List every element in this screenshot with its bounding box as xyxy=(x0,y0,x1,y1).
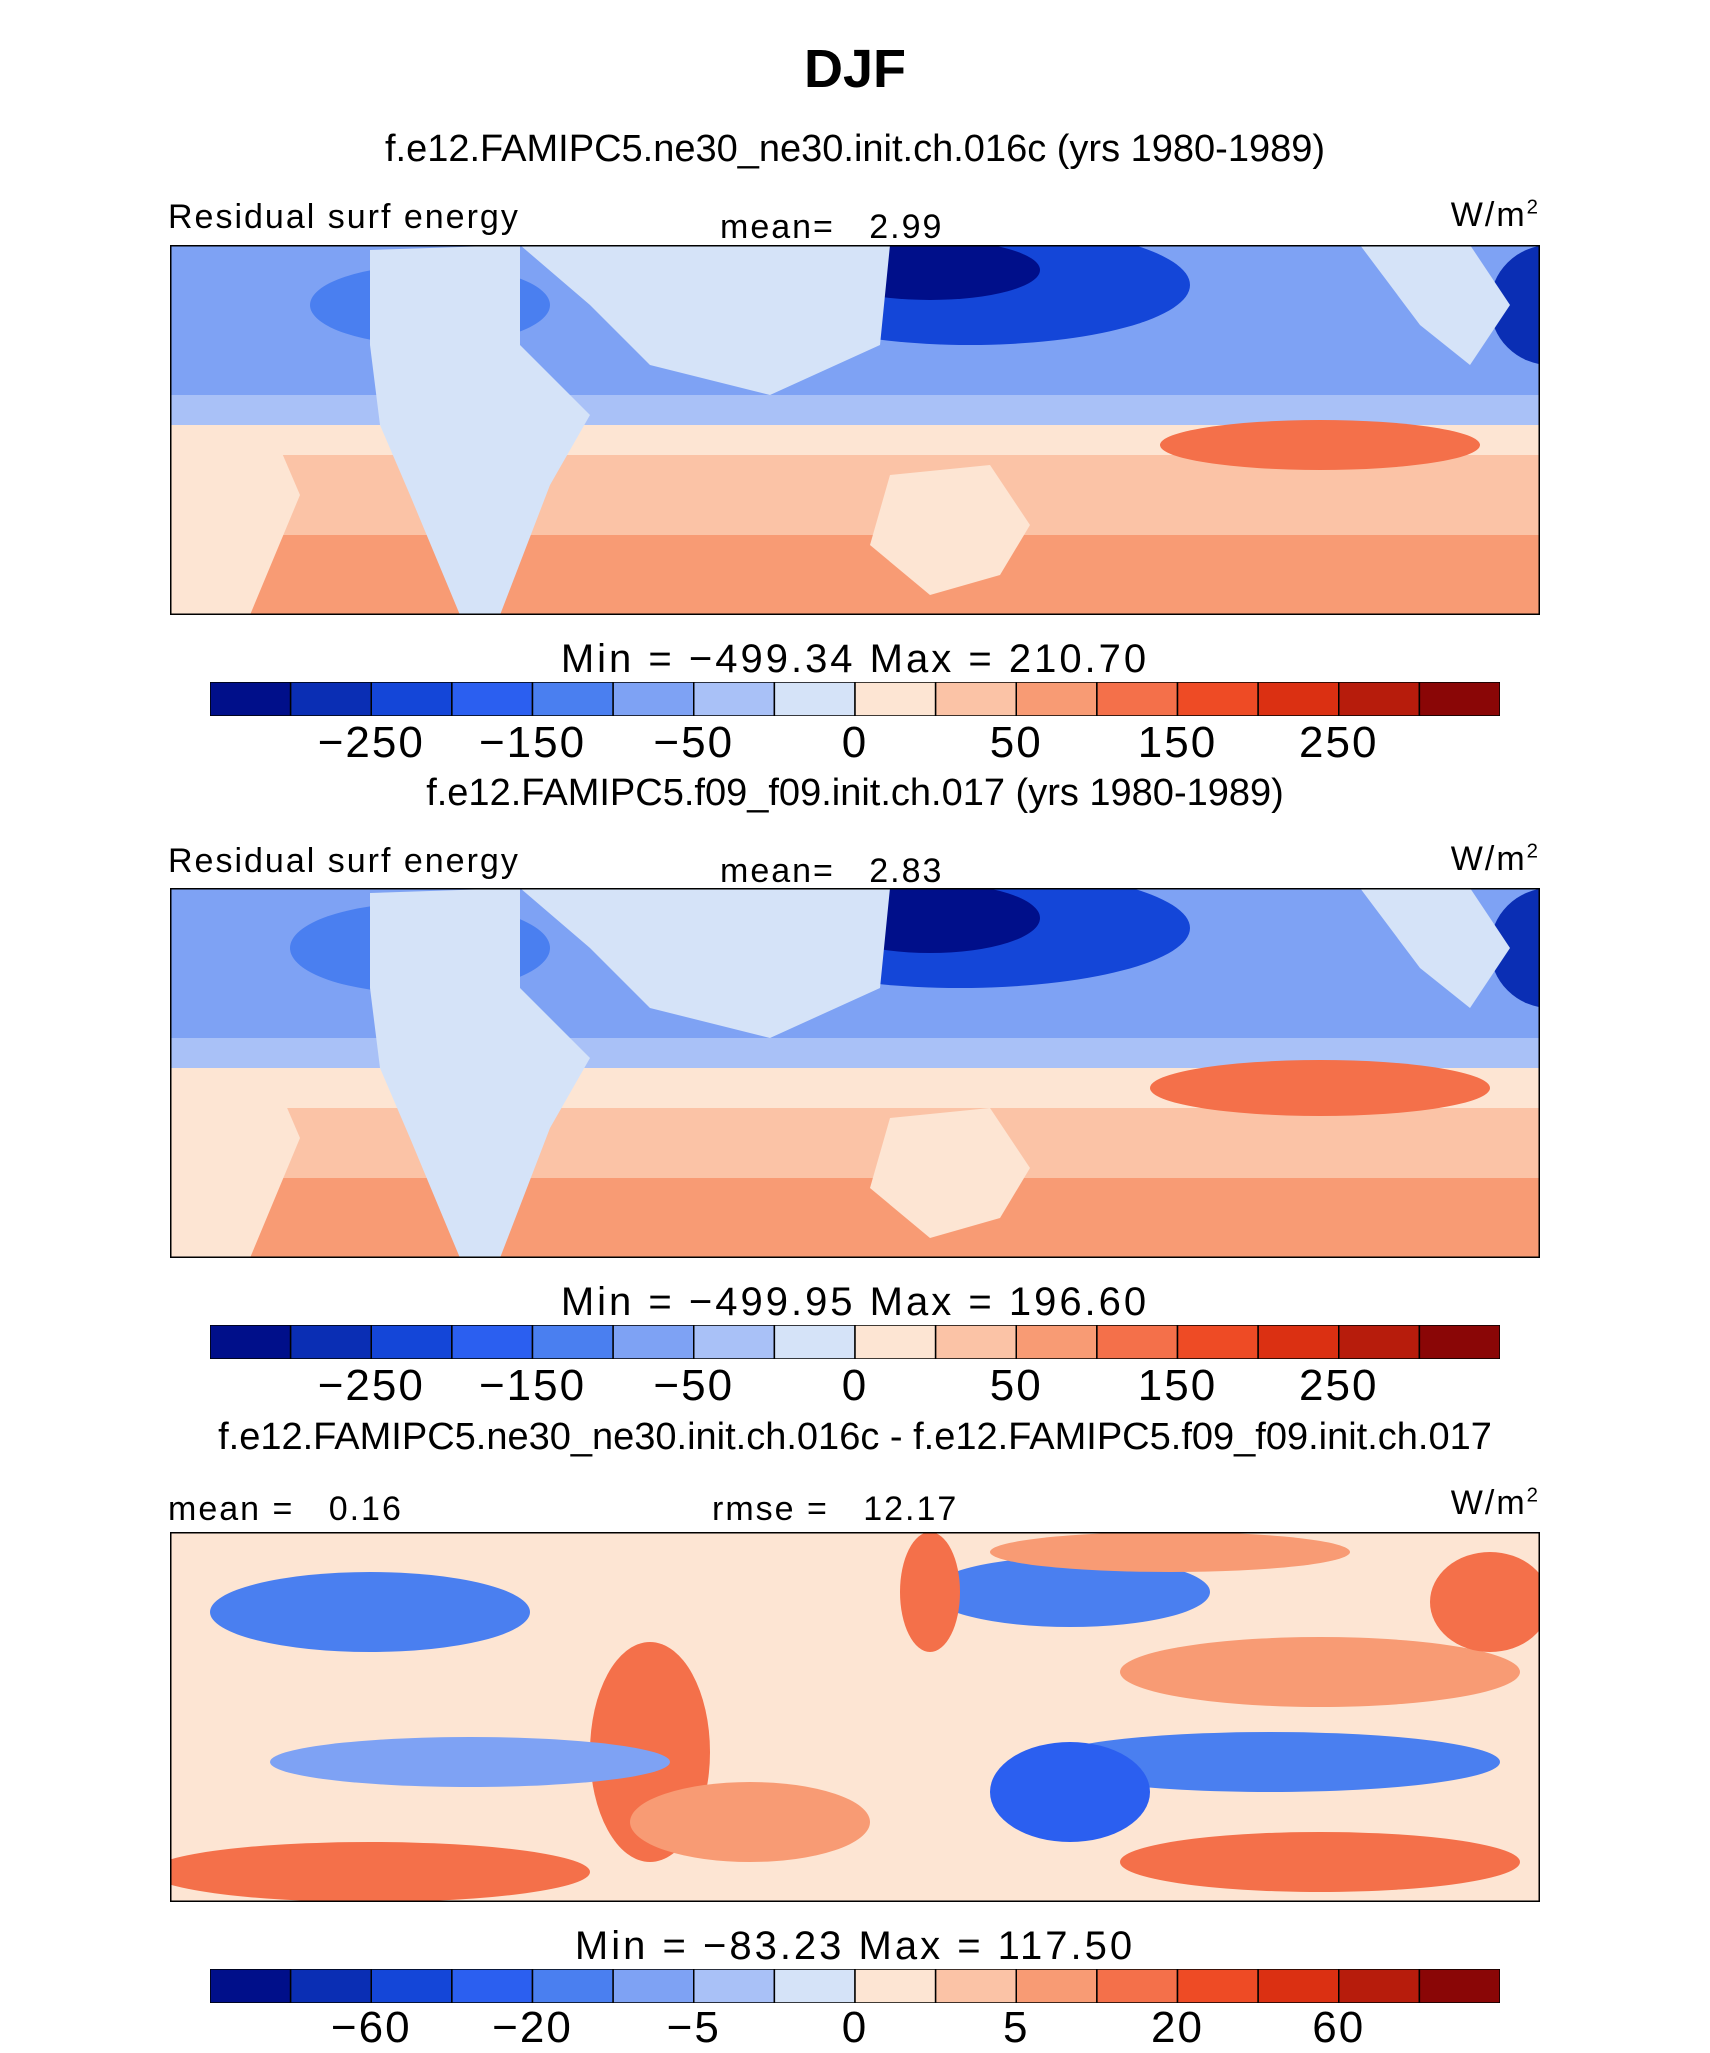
panel-1-colorbar-ticks: −250 −150 −50 0 50 150 250 xyxy=(210,718,1500,768)
colorbar-tick-label: −150 xyxy=(478,1361,587,1410)
colorbar-box-7 xyxy=(693,1969,776,2003)
panel-2-units-label: W/m2 xyxy=(1450,840,1540,878)
colorbar-box-6 xyxy=(612,1325,695,1359)
colorbar-box-3 xyxy=(370,1969,453,2003)
colorbar-tick-label: −150 xyxy=(478,718,587,767)
colorbar-tick-label: −250 xyxy=(317,1361,425,1410)
panel-1-mean-label: mean= 2.99 xyxy=(720,208,944,246)
colorbar-box-8 xyxy=(773,682,856,716)
colorbar-box-12 xyxy=(1096,1325,1179,1359)
colorbar-box-10 xyxy=(934,682,1018,716)
colorbar-box-15 xyxy=(1338,1325,1421,1359)
panel-2-min-max: Min = −499.95 Max = 196.60 xyxy=(560,1280,1150,1324)
panel-1-min-max: Min = −499.34 Max = 210.70 xyxy=(560,637,1150,681)
colorbar-box-10 xyxy=(934,1969,1018,2003)
colorbar-tick-label: 50 xyxy=(989,718,1043,767)
colorbar-box-13 xyxy=(1176,1969,1259,2003)
colorbar-box-14 xyxy=(1257,1969,1340,2003)
colorbar-tick-label: 0 xyxy=(841,2003,869,2052)
panel-3-min-max: Min = −83.23 Max = 117.50 xyxy=(574,1924,1136,1968)
colorbar-box-13 xyxy=(1176,682,1259,716)
panel-3-map xyxy=(170,1532,1540,1902)
colorbar-box-8 xyxy=(773,1969,856,2003)
colorbar-tick-label: −50 xyxy=(653,718,735,767)
colorbar-box-2 xyxy=(289,1969,373,2003)
colorbar-box-4 xyxy=(451,1325,534,1359)
colorbar-box-4 xyxy=(451,682,534,716)
panel-1-case-title: f.e12.FAMIPC5.ne30_ne30.init.ch.016c (yr… xyxy=(384,128,1326,170)
colorbar-box-2 xyxy=(289,682,373,716)
colorbar-tick-label: 250 xyxy=(1299,718,1379,767)
colorbar-tick-label: −60 xyxy=(330,2003,412,2052)
colorbar-tick-label: 250 xyxy=(1299,1361,1379,1410)
colorbar-box-13 xyxy=(1176,1325,1259,1359)
colorbar-tick-label: 5 xyxy=(1003,2003,1030,2052)
colorbar-box-12 xyxy=(1096,1969,1179,2003)
colorbar-tick-label: 150 xyxy=(1137,1361,1218,1410)
panel-3-units-label: W/m2 xyxy=(1450,1484,1540,1522)
colorbar-box-10 xyxy=(934,1325,1018,1359)
colorbar-box-12 xyxy=(1096,682,1179,716)
colorbar-box-7 xyxy=(693,682,776,716)
panel-2-colorbar xyxy=(210,1325,1500,1359)
main-title: DJF xyxy=(803,39,906,99)
colorbar-tick-label: −50 xyxy=(653,1361,735,1410)
colorbar-box-11 xyxy=(1015,1969,1098,2003)
colorbar-tick-label: 0 xyxy=(841,1361,869,1410)
colorbar-box-15 xyxy=(1338,682,1421,716)
colorbar-box-5 xyxy=(531,1325,614,1359)
colorbar-box-3 xyxy=(370,1325,453,1359)
panel-3-colorbar xyxy=(210,1969,1500,2003)
colorbar-box-16 xyxy=(1418,682,1500,716)
panel-1-variable-label: Residual surf energy xyxy=(168,198,520,236)
colorbar-box-6 xyxy=(612,682,695,716)
colorbar-box-11 xyxy=(1015,682,1098,716)
colorbar-tick-label: 0 xyxy=(841,718,869,767)
colorbar-box-2 xyxy=(289,1325,373,1359)
panel-3-rmse-label: rmse = 12.17 xyxy=(712,1490,959,1528)
colorbar-box-1 xyxy=(210,682,292,716)
colorbar-box-5 xyxy=(531,1969,614,2003)
colorbar-box-11 xyxy=(1015,1325,1098,1359)
panel-2-mean-label: mean= 2.83 xyxy=(720,852,944,890)
colorbar-box-14 xyxy=(1257,682,1340,716)
colorbar-tick-label: −5 xyxy=(666,2003,721,2052)
colorbar-box-16 xyxy=(1418,1325,1500,1359)
panel-3-colorbar-ticks: −60 −20 −5 0 5 20 60 xyxy=(210,2003,1500,2053)
colorbar-tick-label: 150 xyxy=(1137,718,1218,767)
colorbar-box-1 xyxy=(210,1969,292,2003)
panel-2-colorbar-ticks: −250 −150 −50 0 50 150 250 xyxy=(210,1361,1500,1411)
panel-3-mean-label: mean = 0.16 xyxy=(168,1490,403,1528)
panel-2-case-title: f.e12.FAMIPC5.f09_f09.init.ch.017 (yrs 1… xyxy=(426,772,1284,814)
colorbar-box-5 xyxy=(531,682,614,716)
colorbar-box-6 xyxy=(612,1969,695,2003)
colorbar-box-9 xyxy=(854,1969,937,2003)
colorbar-tick-label: 60 xyxy=(1312,2003,1366,2052)
colorbar-box-8 xyxy=(773,1325,856,1359)
panel-1-units-label: W/m2 xyxy=(1450,196,1540,234)
colorbar-tick-label: −250 xyxy=(317,718,425,767)
colorbar-tick-label: −20 xyxy=(492,2003,573,2052)
colorbar-box-14 xyxy=(1257,1325,1340,1359)
panel-3-case-title: f.e12.FAMIPC5.ne30_ne30.init.ch.016c - f… xyxy=(218,1416,1492,1458)
panel-2-variable-label: Residual surf energy xyxy=(168,842,520,880)
colorbar-box-9 xyxy=(854,1325,937,1359)
colorbar-box-7 xyxy=(693,1325,776,1359)
colorbar-box-16 xyxy=(1418,1969,1500,2003)
colorbar-box-3 xyxy=(370,682,453,716)
panel-2-map xyxy=(170,888,1540,1258)
colorbar-box-15 xyxy=(1338,1969,1421,2003)
colorbar-box-9 xyxy=(854,682,937,716)
colorbar-tick-label: 50 xyxy=(989,1361,1043,1410)
colorbar-box-4 xyxy=(451,1969,534,2003)
panel-1-map xyxy=(170,245,1540,615)
colorbar-box-1 xyxy=(210,1325,292,1359)
panel-1-colorbar xyxy=(210,682,1500,716)
colorbar-tick-label: 20 xyxy=(1151,2003,1204,2052)
